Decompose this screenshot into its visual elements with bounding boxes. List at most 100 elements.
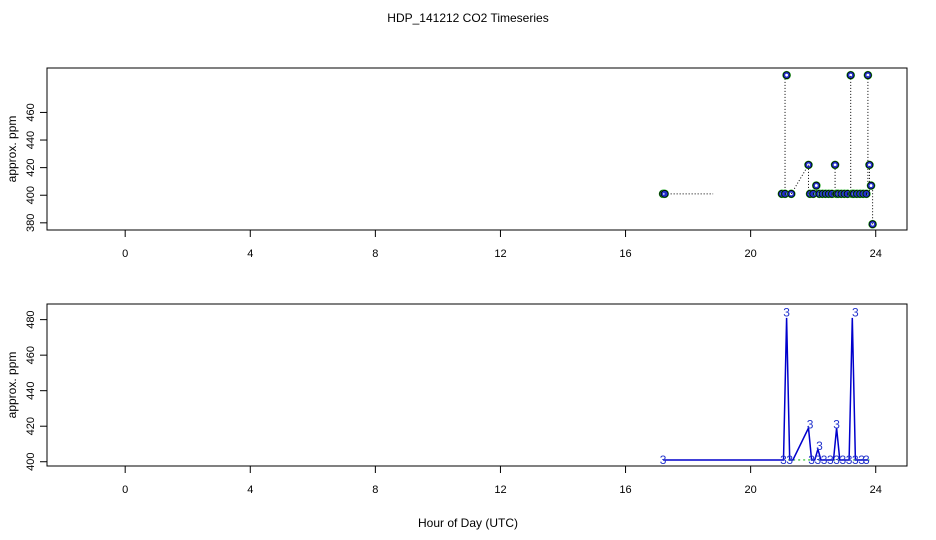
x-tick-label: 20 <box>745 484 757 496</box>
data-point-outer-ring <box>846 71 855 79</box>
x-tick-label: 24 <box>870 248 882 260</box>
bottom-panel-frame <box>46 303 908 467</box>
data-point-outer-ring <box>864 71 872 79</box>
point-label: 3 <box>833 453 840 467</box>
data-point-outer-ring <box>862 190 871 198</box>
point-label: 3 <box>840 453 847 467</box>
point-label: 3 <box>807 417 814 431</box>
connector-line <box>790 164 809 195</box>
series-line <box>663 317 868 461</box>
y-tick-label: 400 <box>25 453 37 471</box>
data-point-inner-ring <box>863 190 870 197</box>
point-label: 3 <box>852 306 859 320</box>
data-point-outer-ring <box>660 190 669 198</box>
data-point-inner-ring <box>866 161 873 168</box>
data-point-outer-ring <box>867 181 875 190</box>
point-label: 3 <box>858 453 865 467</box>
data-point-inner-ring <box>868 182 875 189</box>
data-point-outer-ring <box>804 161 813 169</box>
point-label: 3 <box>846 453 853 467</box>
bottom-x-axis: 0 4 8 12 16 20 24 <box>122 466 882 496</box>
data-point-inner-ring <box>805 161 812 168</box>
data-point-outer-ring <box>859 190 868 198</box>
data-point-inner-ring <box>788 190 795 197</box>
y-tick-label: 400 <box>25 186 37 204</box>
top-panel-frame <box>46 67 908 231</box>
x-tick-label: 12 <box>494 484 506 496</box>
x-tick-label: 16 <box>619 484 631 496</box>
data-point <box>786 189 796 199</box>
data-point <box>866 181 876 190</box>
x-tick-label: 12 <box>494 248 506 260</box>
x-tick-label: 24 <box>870 484 882 496</box>
top-y-axis-label: approx. ppm <box>5 116 19 183</box>
data-point <box>868 219 877 229</box>
data-point <box>846 70 856 80</box>
point-label: 3 <box>783 306 790 320</box>
y-tick-label: 460 <box>25 103 37 121</box>
y-tick-label: 380 <box>25 214 37 232</box>
point-label: 3 <box>780 453 787 467</box>
top-panel: 0 4 8 12 16 20 24 380 400 420 440 460 approx. ppm <box>5 67 908 260</box>
y-tick-label: 420 <box>25 417 37 435</box>
data-point-outer-ring <box>782 71 791 79</box>
figure-title: HDP_141212 CO2 Timeseries <box>387 11 548 25</box>
data-point <box>830 160 840 170</box>
top-y-axis: 380 400 420 440 460 <box>25 103 47 232</box>
point-label: 3 <box>863 453 870 467</box>
point-label: 3 <box>808 453 815 467</box>
data-point-outer-ring <box>825 190 833 198</box>
x-tick-label: 20 <box>745 248 757 260</box>
x-tick-label: 4 <box>247 484 253 496</box>
x-tick-label: 0 <box>122 248 128 260</box>
point-label: 3 <box>827 453 834 467</box>
point-label: 3 <box>833 417 840 431</box>
top-data-marks <box>658 70 877 229</box>
x-tick-label: 8 <box>372 248 378 260</box>
data-point <box>782 70 791 80</box>
data-point <box>865 160 874 170</box>
y-tick-label: 460 <box>25 346 37 364</box>
data-point-inner-ring <box>869 221 876 228</box>
data-point-outer-ring <box>840 190 849 198</box>
data-point-inner-ring <box>864 72 871 79</box>
x-tick-label: 8 <box>372 484 378 496</box>
bottom-y-axis: 400 420 440 460 480 <box>25 310 47 471</box>
data-point <box>863 70 873 80</box>
data-point <box>812 181 821 190</box>
top-x-axis: 0 4 8 12 16 20 24 <box>122 230 882 260</box>
data-point-inner-ring <box>847 72 854 79</box>
y-tick-label: 440 <box>25 131 37 149</box>
data-point <box>862 189 871 199</box>
y-tick-label: 440 <box>25 382 37 400</box>
point-label: 3 <box>786 453 793 467</box>
bottom-y-axis-label: approx. ppm <box>5 352 19 419</box>
data-point-outer-ring <box>787 190 796 198</box>
data-point-outer-ring <box>868 220 877 229</box>
data-point-outer-ring <box>778 190 786 198</box>
x-tick-label: 0 <box>122 484 128 496</box>
point-label: 3 <box>816 439 823 453</box>
data-point-outer-ring <box>806 190 814 198</box>
y-tick-label: 420 <box>25 158 37 176</box>
data-point-inner-ring <box>832 161 839 168</box>
point-label: 3 <box>852 453 859 467</box>
point-label: 3 <box>815 453 822 467</box>
x-tick-label: 4 <box>247 248 253 260</box>
data-point <box>804 160 813 170</box>
data-point-outer-ring <box>865 161 874 169</box>
point-label: 3 <box>821 453 828 467</box>
data-point <box>660 189 669 199</box>
data-point-inner-ring <box>813 182 820 189</box>
data-point-inner-ring <box>783 72 790 79</box>
data-point-inner-ring <box>661 190 668 197</box>
data-point-outer-ring <box>812 181 821 190</box>
x-axis-label: Hour of Day (UTC) <box>418 516 518 530</box>
point-label: 3 <box>660 453 667 467</box>
x-tick-label: 16 <box>619 248 631 260</box>
y-tick-label: 480 <box>25 310 37 328</box>
data-point-outer-ring <box>831 161 839 169</box>
